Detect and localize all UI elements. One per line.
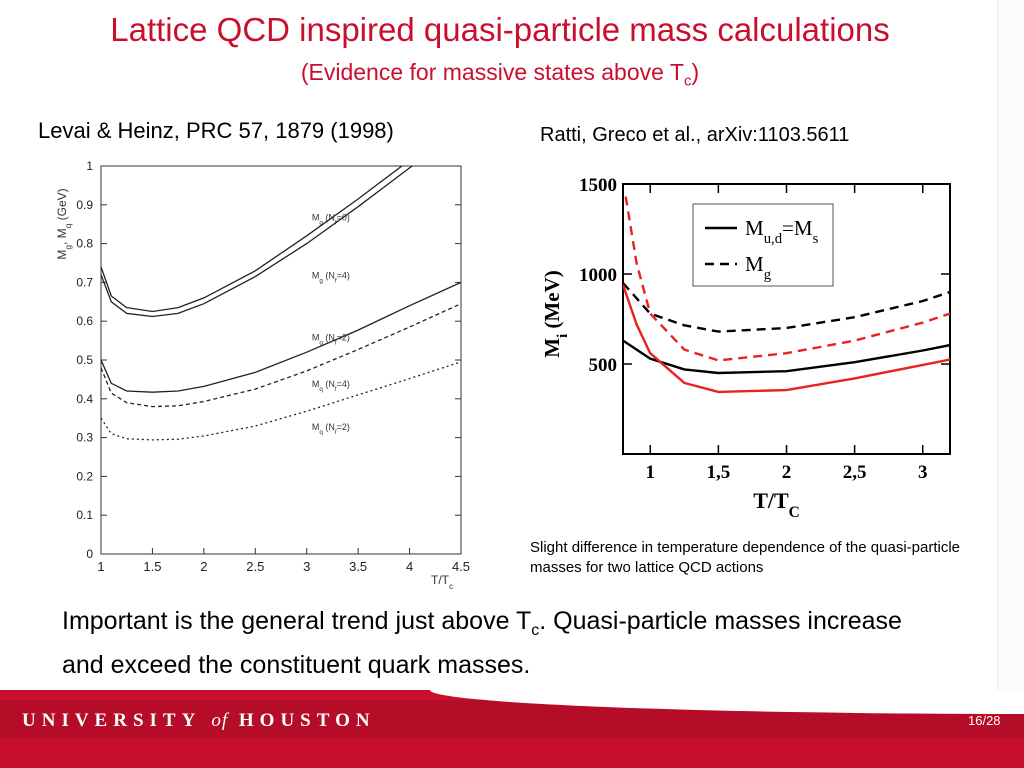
summary-part2: . Quasi-particle masses increase and exc…: [62, 607, 902, 679]
right-legend-box: [692, 203, 834, 287]
logo-university: UNIVERSITY: [22, 710, 201, 731]
logo-of: of: [211, 710, 229, 731]
left-chart-svg: 0 0.1 0.2 0.3 0.4 0.5 0.6 0.7 0.8 0.9 1 1 1.5 2 2.5 3 3.…: [55, 159, 470, 591]
left-x-tick-label: 4: [406, 559, 413, 574]
left-series-label: Mq (Nf=4): [312, 379, 350, 393]
right-legend-label: Mu,d=Ms: [745, 216, 819, 247]
right-x-tick-label: 2,5: [843, 462, 867, 483]
left-x-tick-label: 1: [97, 559, 104, 574]
left-x-tick-label: 2.5: [246, 559, 264, 574]
left-y-tick-label: 0.2: [76, 469, 93, 483]
subtitle-end: ): [691, 59, 700, 85]
summary-text: Important is the general trend just abov…: [62, 604, 922, 682]
right-series-line: [623, 282, 950, 333]
left-series-line: [101, 281, 461, 393]
left-y-tick-label: 0.8: [76, 237, 93, 251]
right-x-tick-label: 3: [918, 462, 928, 483]
logo-houston: HOUSTON: [238, 710, 376, 731]
left-plot-frame: [100, 165, 462, 555]
right-chart-svg: 500 1000 1500 1 1,5 2 2,5 3 T/TC Mi (MeV) Mu,d=Ms M…: [540, 175, 951, 521]
left-series-label: Mq (Nf=2): [312, 422, 350, 436]
right-x-axis-label: T/TC: [753, 488, 800, 521]
left-x-tick-label: 2: [200, 559, 207, 574]
left-x-tick-label: 3.5: [349, 559, 367, 574]
right-y-tick-label: 1500: [579, 175, 617, 196]
page-number: 16/28: [968, 713, 1001, 728]
left-series-label: Mg (Nf=4): [312, 271, 350, 285]
right-y-tick-label: 1000: [579, 265, 617, 286]
right-series-line: [623, 339, 950, 375]
left-y-tick-label: 0.1: [76, 508, 93, 522]
left-series-line: [101, 166, 403, 313]
summary-part1: Important is the general trend just abov…: [62, 607, 532, 635]
right-legend-label: Mg: [745, 252, 772, 283]
right-reference: Ratti, Greco et al., arXiv:1103.5611: [540, 124, 850, 146]
summary-subscript: c: [531, 622, 540, 639]
left-y-axis-label: Mg, Mq (GeV): [55, 188, 73, 259]
left-y-tick-label: 0.7: [76, 275, 93, 289]
university-logo: UNIVERSITY of HOUSTON: [22, 710, 376, 732]
slide-subtitle: (Evidence for massive states above Tc): [0, 58, 1000, 96]
left-y-tick-label: 0.9: [76, 198, 93, 212]
right-edge-bar: [997, 0, 1024, 690]
subtitle-subscript: c: [683, 72, 692, 90]
slide-title: Lattice QCD inspired quasi-particle mass…: [110, 11, 890, 48]
left-x-tick-label: 3: [303, 559, 310, 574]
left-series-line: [101, 303, 461, 408]
left-reference: Levai & Heinz, PRC 57, 1879 (1998): [38, 118, 394, 143]
left-y-tick-label: 0: [86, 547, 93, 561]
left-y-tick-label: 0.4: [76, 392, 93, 406]
chart-caption: Slight difference in temperature depende…: [530, 539, 960, 576]
left-series-line: [101, 166, 414, 318]
left-y-tick-label: 0.3: [76, 431, 93, 445]
right-y-axis-label: Mi (MeV): [540, 270, 571, 357]
left-series-label: Mg (Nf=0): [312, 212, 350, 226]
left-y-tick-label: 0.5: [76, 353, 93, 367]
left-series-label: Mg (Nf=2): [312, 333, 350, 347]
left-x-tick-label: 1.5: [143, 559, 161, 574]
right-y-tick-label: 500: [589, 355, 618, 376]
right-x-tick-label: 1: [646, 462, 656, 483]
right-x-tick-label: 2: [782, 462, 792, 483]
left-x-tick-label: 4.5: [452, 559, 470, 574]
left-y-tick-label: 1: [86, 159, 93, 173]
right-series-line: [623, 284, 950, 394]
left-series-line: [101, 361, 461, 441]
subtitle-text: (Evidence for massive states above T: [300, 59, 684, 85]
left-y-tick-label: 0.6: [76, 314, 93, 328]
left-x-axis-label: T/Tc: [431, 573, 453, 591]
right-x-tick-label: 1,5: [707, 462, 731, 483]
